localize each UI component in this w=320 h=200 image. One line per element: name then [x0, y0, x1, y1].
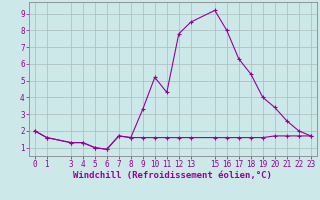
X-axis label: Windchill (Refroidissement éolien,°C): Windchill (Refroidissement éolien,°C) — [73, 171, 272, 180]
